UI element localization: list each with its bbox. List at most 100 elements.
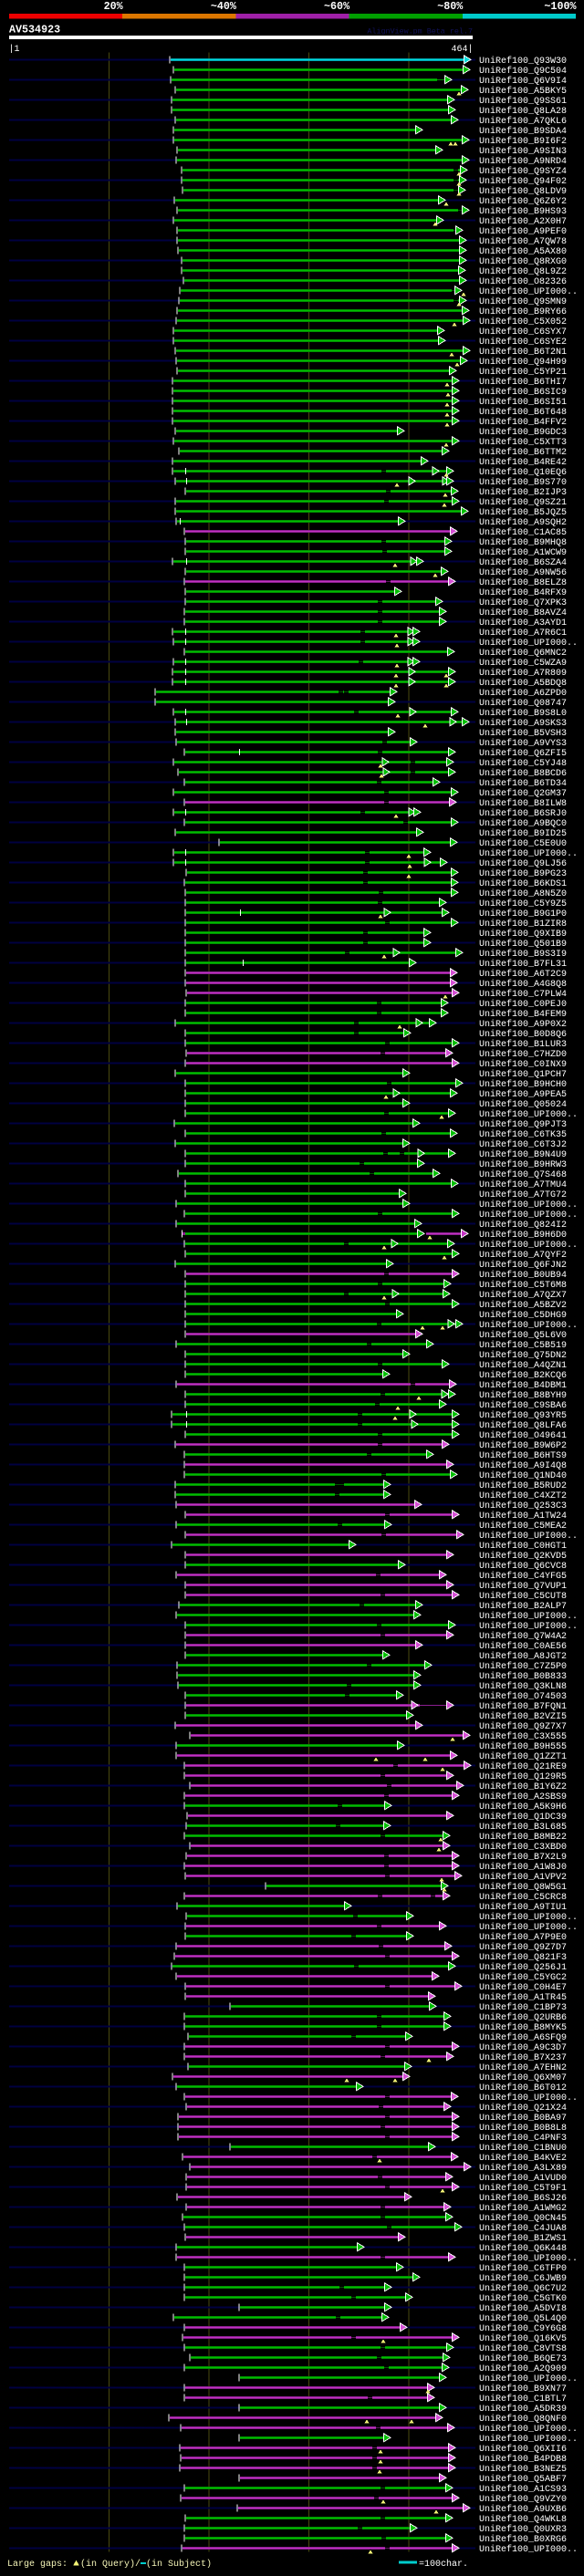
svg-text:464|: 464| — [451, 44, 473, 55]
svg-text:UniRef100_C6TK35: UniRef100_C6TK35 — [479, 1129, 567, 1140]
svg-text:UniRef100_C5XTT3: UniRef100_C5XTT3 — [479, 437, 567, 448]
svg-text:UniRef100_C1AC85: UniRef100_C1AC85 — [479, 527, 567, 538]
svg-text:UniRef100_Q5ABF7: UniRef100_Q5ABF7 — [479, 2474, 567, 2485]
svg-text:UniRef100_C6SYX7: UniRef100_C6SYX7 — [479, 327, 567, 338]
svg-text:UniRef100_B9G1P0: UniRef100_B9G1P0 — [479, 909, 567, 919]
svg-text:UniRef100_A9PEA5: UniRef100_A9PEA5 — [479, 1089, 567, 1100]
svg-text:UniRef100_C9SBA6: UniRef100_C9SBA6 — [479, 1400, 567, 1411]
svg-text:UniRef100_UPI000..: UniRef100_UPI000.. — [479, 2434, 578, 2445]
svg-text:UniRef100_Q8RXG0: UniRef100_Q8RXG0 — [479, 256, 567, 267]
svg-text:UniRef100_B2KCQ6: UniRef100_B2KCQ6 — [479, 1370, 567, 1381]
svg-text:UniRef100_B9S8L0: UniRef100_B9S8L0 — [479, 708, 567, 719]
svg-text:UniRef100_C4JUA8: UniRef100_C4JUA8 — [479, 2223, 567, 2234]
svg-text:UniRef100_UPI000..: UniRef100_UPI000.. — [479, 2093, 578, 2103]
svg-text:~60%: ~60% — [324, 0, 350, 13]
svg-text:UniRef100_A9C3D7: UniRef100_A9C3D7 — [479, 2042, 567, 2053]
svg-text:UniRef100_UPI000..: UniRef100_UPI000.. — [479, 2424, 578, 2435]
svg-text:UniRef100_A5K9H6: UniRef100_A5K9H6 — [479, 1802, 567, 1813]
svg-text:AV534923: AV534923 — [9, 23, 60, 36]
svg-text:UniRef100_B9XN77: UniRef100_B9XN77 — [479, 2384, 567, 2394]
svg-text:UniRef100_B6SRJ0: UniRef100_B6SRJ0 — [479, 808, 567, 819]
svg-text:UniRef100_Q8LDV9: UniRef100_Q8LDV9 — [479, 186, 567, 197]
svg-text:UniRef100_A2Q909: UniRef100_A2Q909 — [479, 2363, 567, 2374]
svg-text:UniRef100_C3X555: UniRef100_C3X555 — [479, 1731, 567, 1742]
svg-text:UniRef100_A5BKY5: UniRef100_A5BKY5 — [479, 86, 567, 97]
svg-text:UniRef100_UPI000..: UniRef100_UPI000.. — [479, 638, 578, 649]
svg-text:UniRef100_A7TG72: UniRef100_A7TG72 — [479, 1189, 567, 1200]
svg-text:UniRef100_Q9SMN9: UniRef100_Q9SMN9 — [479, 296, 567, 307]
svg-text:UniRef100_Q9C504: UniRef100_Q9C504 — [479, 66, 567, 77]
svg-text:UniRef100_B7FQN1: UniRef100_B7FQN1 — [479, 1701, 567, 1712]
svg-text:UniRef100_A1VUD0: UniRef100_A1VUD0 — [479, 2173, 567, 2184]
svg-text:UniRef100_B9I6F2: UniRef100_B9I6F2 — [479, 136, 567, 147]
svg-text:UniRef100_A1WMG2: UniRef100_A1WMG2 — [479, 2203, 567, 2214]
svg-text:UniRef100_A6SFQ9: UniRef100_A6SFQ9 — [479, 2032, 567, 2043]
svg-text:UniRef100_UPI000..: UniRef100_UPI000.. — [479, 1109, 578, 1120]
svg-text:UniRef100_Q94F02: UniRef100_Q94F02 — [479, 176, 567, 187]
svg-text:UniRef100_B9PG23: UniRef100_B9PG23 — [479, 868, 567, 879]
svg-text:UniRef100_Q1PCH7: UniRef100_Q1PCH7 — [479, 1069, 567, 1080]
svg-text:UniRef100_Q08747: UniRef100_Q08747 — [479, 698, 567, 709]
svg-text:UniRef100_Q1ZZT1: UniRef100_Q1ZZT1 — [479, 1751, 567, 1762]
svg-text:UniRef100_B4KVE2: UniRef100_B4KVE2 — [479, 2153, 567, 2164]
svg-text:UniRef100_C9Y6G8: UniRef100_C9Y6G8 — [479, 2323, 567, 2334]
svg-text:UniRef100_UPI000..: UniRef100_UPI000.. — [479, 2544, 578, 2555]
svg-text:UniRef100_C5T9F1: UniRef100_C5T9F1 — [479, 2183, 567, 2194]
svg-text:UniRef100_Q6ZFI5: UniRef100_Q6ZFI5 — [479, 748, 567, 759]
svg-text:UniRef100_Q8LFA6: UniRef100_Q8LFA6 — [479, 1420, 567, 1431]
svg-text:UniRef100_A7TMU4: UniRef100_A7TMU4 — [479, 1179, 567, 1190]
svg-text:UniRef100_B8BCD6: UniRef100_B8BCD6 — [479, 768, 567, 779]
svg-text:UniRef100_A1CS93: UniRef100_A1CS93 — [479, 2484, 567, 2495]
svg-text:UniRef100_B6THI7: UniRef100_B6THI7 — [479, 377, 567, 388]
svg-text:UniRef100_Q6CVC8: UniRef100_Q6CVC8 — [479, 1561, 567, 1572]
svg-text:UniRef100_B4RE42: UniRef100_B4RE42 — [479, 457, 567, 468]
svg-text:UniRef100_B2ALP7: UniRef100_B2ALP7 — [479, 1601, 567, 1612]
svg-text:UniRef100_Q1ND40: UniRef100_Q1ND40 — [479, 1470, 567, 1481]
svg-text:UniRef100_C1BP73: UniRef100_C1BP73 — [479, 2002, 567, 2013]
svg-text:UniRef100_Q0UXR3: UniRef100_Q0UXR3 — [479, 2524, 567, 2535]
svg-text:UniRef100_Q8L9Z2: UniRef100_Q8L9Z2 — [479, 266, 567, 277]
svg-text:UniRef100_UPI000..: UniRef100_UPI000.. — [479, 1200, 578, 1210]
svg-text:UniRef100_B1ZIR8: UniRef100_B1ZIR8 — [479, 919, 567, 930]
svg-text:UniRef100_B5RUD2: UniRef100_B5RUD2 — [479, 1480, 567, 1491]
svg-text:UniRef100_C5X052: UniRef100_C5X052 — [479, 317, 567, 327]
svg-text:UniRef100_Q129R5: UniRef100_Q129R5 — [479, 1771, 567, 1782]
svg-text:UniRef100_B6T648: UniRef100_B6T648 — [479, 407, 567, 418]
svg-text:UniRef100_C6T3J2: UniRef100_C6T3J2 — [479, 1139, 567, 1150]
svg-text:UniRef100_A1WCW9: UniRef100_A1WCW9 — [479, 547, 567, 558]
svg-text:20%: 20% — [104, 0, 124, 13]
svg-text:UniRef100_A7R6C1: UniRef100_A7R6C1 — [479, 628, 567, 639]
svg-text:UniRef100_C5GTK0: UniRef100_C5GTK0 — [479, 2293, 567, 2304]
svg-text:UniRef100_A9PEF0: UniRef100_A9PEF0 — [479, 226, 567, 237]
svg-text:UniRef100_A3LX89: UniRef100_A3LX89 — [479, 2163, 567, 2174]
svg-text:UniRef100_Q8W5G1: UniRef100_Q8W5G1 — [479, 1882, 567, 1893]
svg-text:UniRef100_C4PNF3: UniRef100_C4PNF3 — [479, 2133, 567, 2144]
svg-text:UniRef100_Q824I2: UniRef100_Q824I2 — [479, 1220, 567, 1231]
svg-text:UniRef100_Q4WKL8: UniRef100_Q4WKL8 — [479, 2514, 567, 2525]
svg-text:UniRef100_A6ZPD0: UniRef100_A6ZPD0 — [479, 688, 567, 699]
svg-text:UniRef100_B9N4U9: UniRef100_B9N4U9 — [479, 1149, 567, 1160]
svg-text:UniRef100_Q9Z7D7: UniRef100_Q9Z7D7 — [479, 1942, 567, 1953]
svg-text:UniRef100_B5JQZ5: UniRef100_B5JQZ5 — [479, 507, 567, 518]
svg-text:UniRef100_A5DR39: UniRef100_A5DR39 — [479, 2404, 567, 2415]
svg-text:UniRef100_B0UB94: UniRef100_B0UB94 — [479, 1270, 567, 1281]
svg-text:UniRef100_B6SIC9: UniRef100_B6SIC9 — [479, 387, 567, 398]
svg-text:UniRef100_B9H6D0: UniRef100_B9H6D0 — [479, 1230, 567, 1241]
svg-text:UniRef100_A9VYS3: UniRef100_A9VYS3 — [479, 738, 567, 749]
svg-text:UniRef100_C5B519: UniRef100_C5B519 — [479, 1340, 567, 1351]
svg-text:UniRef100_B8AVZ4: UniRef100_B8AVZ4 — [479, 608, 567, 618]
svg-text:UniRef100_Q16KV5: UniRef100_Q16KV5 — [479, 2333, 567, 2344]
svg-text:UniRef100_C8VTS8: UniRef100_C8VTS8 — [479, 2343, 567, 2354]
svg-text:UniRef100_B2VZI5: UniRef100_B2VZI5 — [479, 1711, 567, 1722]
svg-text:UniRef100_B1Y6Z2: UniRef100_B1Y6Z2 — [479, 1781, 567, 1792]
svg-text:UniRef100_Q6K448: UniRef100_Q6K448 — [479, 2243, 567, 2254]
svg-text:UniRef100_UPI000..: UniRef100_UPI000.. — [479, 286, 578, 297]
svg-text:UniRef100_A5BZV2: UniRef100_A5BZV2 — [479, 1300, 567, 1311]
svg-text:UniRef100_B0B833: UniRef100_B0B833 — [479, 1671, 567, 1682]
svg-text:UniRef100_Q501B9: UniRef100_Q501B9 — [479, 939, 567, 950]
svg-text:Large gaps:: Large gaps: — [7, 2560, 68, 2570]
svg-text:UniRef100_Q6C7U2: UniRef100_Q6C7U2 — [479, 2283, 567, 2294]
svg-text:UniRef100_B3L685: UniRef100_B3L685 — [479, 1822, 567, 1833]
svg-text:UniRef100_Q5L4Q0: UniRef100_Q5L4Q0 — [479, 2313, 567, 2324]
svg-text:UniRef100_A1TR45: UniRef100_A1TR45 — [479, 1992, 567, 2003]
